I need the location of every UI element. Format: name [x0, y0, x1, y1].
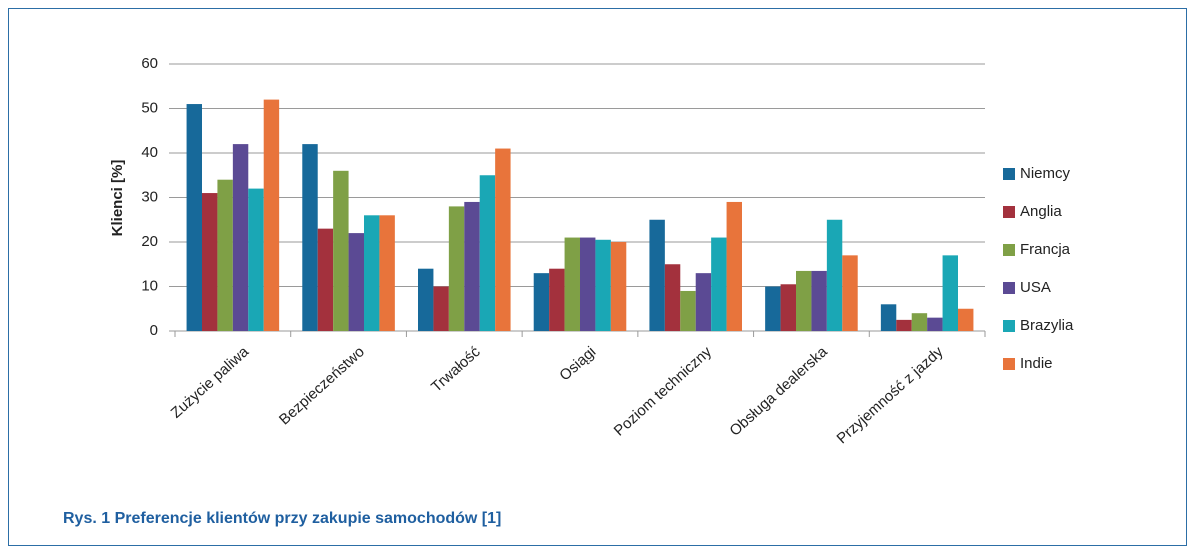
bar [448, 206, 465, 331]
bar [348, 233, 364, 331]
bar [418, 268, 434, 331]
legend-swatch [1003, 206, 1015, 218]
bar [433, 286, 449, 331]
bar [533, 273, 550, 331]
bar [564, 237, 580, 331]
legend-label: Francja [1020, 241, 1071, 258]
legend-label: Anglia [1020, 203, 1062, 220]
y-tick-label: 50 [141, 99, 158, 116]
bar [765, 286, 781, 331]
y-axis-label: Klienci [%] [109, 160, 126, 237]
bar [826, 219, 843, 331]
legend-label: Brazylia [1020, 317, 1074, 334]
bar [464, 201, 480, 331]
bar [232, 144, 249, 331]
x-tick-label: Obsługa dealerska [726, 343, 831, 440]
bar [842, 255, 858, 331]
bar [202, 193, 218, 331]
bar [664, 264, 681, 331]
bar [248, 188, 264, 331]
y-tick-label: 60 [141, 55, 158, 72]
x-tick-label: Zużycie paliwa [168, 343, 253, 422]
bar [263, 99, 280, 331]
bar [780, 284, 796, 331]
bar [695, 273, 712, 331]
bar [811, 270, 827, 331]
bar [796, 270, 812, 331]
bar [880, 304, 897, 331]
y-tick-label: 30 [141, 188, 158, 205]
x-tick-label: Osiągi [556, 343, 599, 384]
bar [495, 148, 511, 331]
legend-swatch [1003, 358, 1015, 370]
y-tick-label: 40 [141, 144, 158, 161]
y-tick-label: 20 [141, 233, 158, 250]
x-tick-label: Przyjemność z jazdy [833, 343, 946, 447]
caption: Rys. 1 Preferencje klientów przy zakupie… [63, 510, 501, 527]
legend-swatch [1003, 320, 1015, 332]
x-tick-label: Trwałość [428, 343, 484, 396]
bar [595, 239, 611, 331]
bar [302, 144, 318, 331]
bar [580, 237, 596, 331]
bar [333, 170, 349, 331]
bar [927, 317, 943, 331]
bar [896, 319, 912, 331]
bar [911, 313, 928, 331]
bar [711, 237, 727, 331]
y-tick-label: 10 [141, 277, 158, 294]
bar [549, 268, 565, 331]
bar [479, 175, 496, 331]
bar [610, 242, 627, 331]
bar [942, 255, 958, 331]
legend-swatch [1003, 282, 1015, 294]
frame [8, 8, 1187, 546]
legend-label: Niemcy [1020, 165, 1071, 182]
x-tick-label: Poziom techniczny [611, 343, 716, 440]
bar [379, 215, 395, 331]
bar [364, 215, 380, 331]
legend-label: USA [1020, 279, 1051, 296]
bar [186, 104, 202, 331]
bar [958, 308, 974, 331]
y-tick-label: 0 [150, 322, 158, 339]
legend-label: Indie [1020, 355, 1053, 372]
legend-swatch [1003, 244, 1015, 256]
bar [317, 228, 334, 331]
x-tick-label: Bezpieczeństwo [276, 343, 368, 428]
bar [217, 179, 233, 331]
bar [649, 219, 665, 331]
bar [726, 201, 742, 331]
bar [680, 290, 696, 331]
legend-swatch [1003, 168, 1015, 180]
